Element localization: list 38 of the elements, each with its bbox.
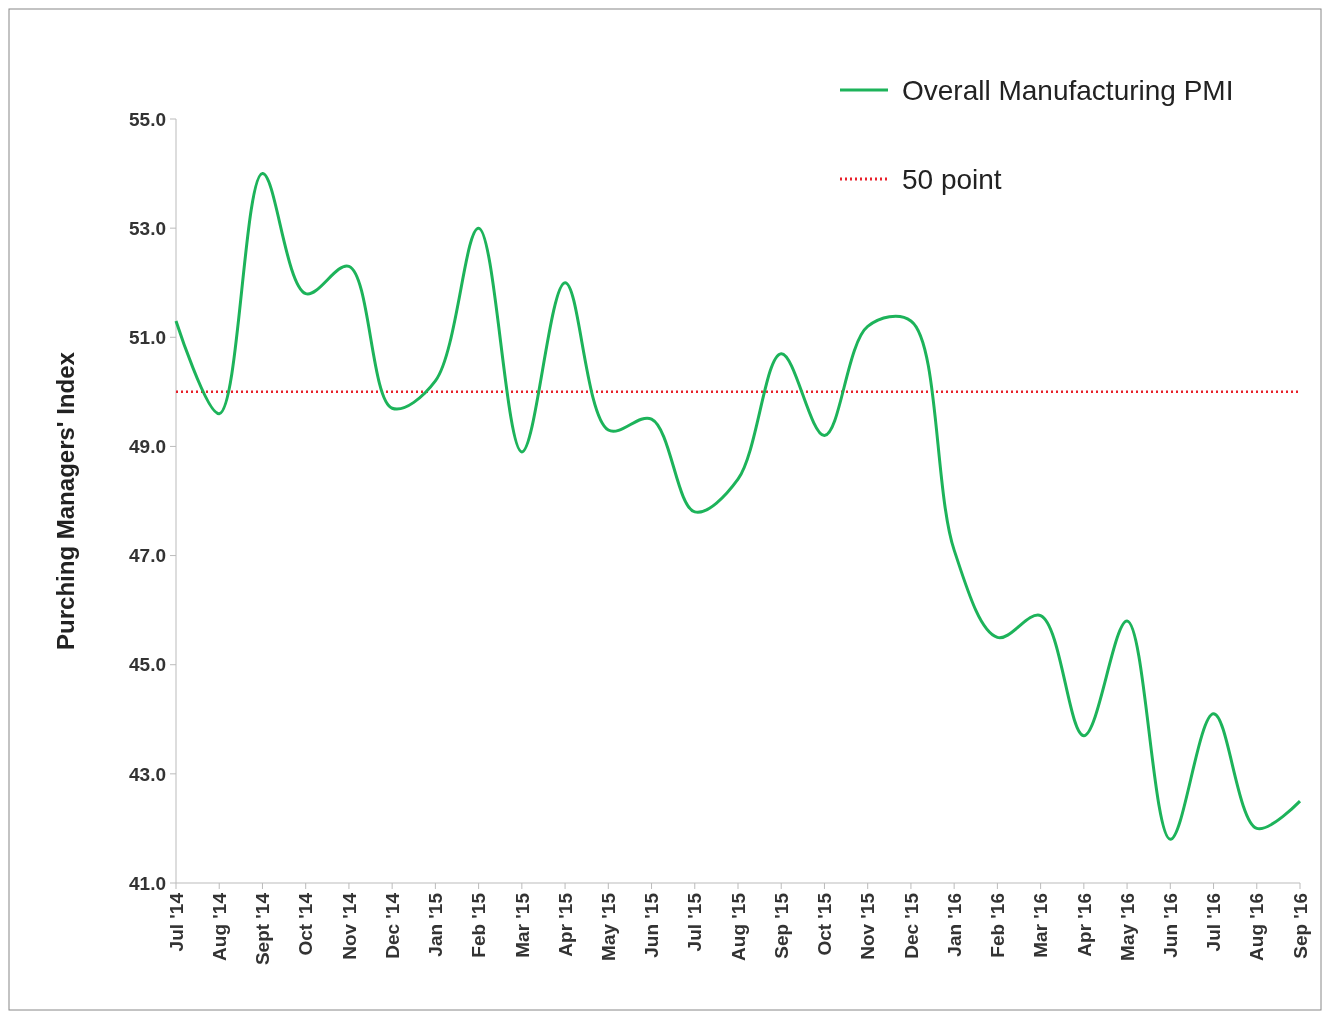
- y-tick-label: 47.0: [129, 545, 166, 567]
- x-tick-label: Mar '15: [511, 892, 533, 958]
- x-tick-label: Jun '16: [1159, 893, 1181, 958]
- x-tick-label: May '15: [597, 892, 619, 961]
- x-tick-label: Dec '15: [900, 892, 922, 959]
- x-tick-label: Jan '15: [425, 892, 447, 957]
- x-tick-label: Oct '14: [295, 892, 317, 956]
- x-tick-label: Dec '14: [381, 892, 403, 959]
- y-tick-label: 51.0: [129, 326, 166, 348]
- x-tick-label: Nov '15: [857, 892, 879, 960]
- x-tick-label: Jul '16: [1203, 893, 1225, 952]
- y-tick-label: 53.0: [129, 217, 166, 239]
- x-tick-label: Sept '14: [252, 892, 274, 966]
- y-tick-label: 49.0: [129, 436, 166, 458]
- x-tick-label: Sep '16: [1289, 893, 1311, 959]
- y-axis-title: Purching Managers' Index: [52, 351, 79, 650]
- x-tick-label: Nov '14: [338, 892, 360, 960]
- x-tick-label: Apr '16: [1073, 893, 1095, 957]
- legend-label: Overall Manufacturing PMI: [902, 74, 1234, 106]
- x-tick-label: May '16: [1116, 893, 1138, 961]
- y-tick-label: 41.0: [129, 872, 166, 894]
- x-tick-label: Mar '16: [1030, 893, 1052, 958]
- y-tick-label: 43.0: [129, 763, 166, 785]
- x-tick-label: Aug '16: [1246, 893, 1268, 961]
- x-tick-label: Jul '14: [165, 892, 187, 952]
- x-tick-label: Jul '15: [684, 892, 706, 952]
- x-tick-label: Oct '15: [814, 892, 836, 956]
- x-tick-label: Aug '15: [727, 892, 749, 961]
- x-tick-label: Aug '14: [208, 892, 230, 961]
- y-tick-label: 45.0: [129, 654, 166, 676]
- legend-label: 50 point: [902, 163, 1002, 195]
- x-tick-label: Sep '15: [770, 892, 792, 959]
- x-tick-label: Feb '15: [468, 892, 490, 958]
- x-tick-label: Apr '15: [554, 892, 576, 957]
- x-tick-label: Jun '15: [641, 892, 663, 958]
- x-tick-label: Jan '16: [943, 893, 965, 957]
- y-tick-label: 55.0: [129, 108, 166, 130]
- x-tick-label: Feb '16: [987, 893, 1009, 958]
